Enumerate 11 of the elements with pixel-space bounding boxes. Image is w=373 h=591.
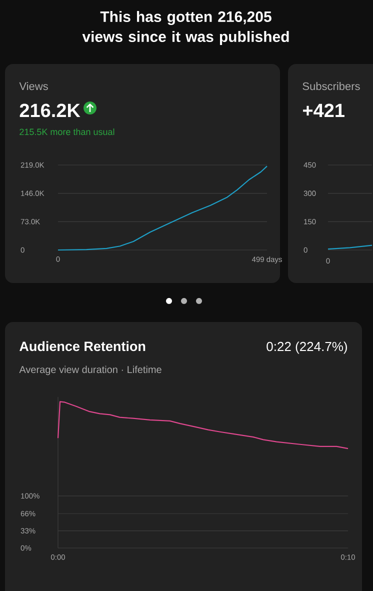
line-series [57,166,268,251]
chart-title: Audience Retention [20,341,146,352]
chart-subtitle: Average view duration · Lifetime [19,366,162,376]
line-series [57,401,349,450]
chart-subtitle: +421 [303,104,344,117]
chart-title: Views [19,82,48,90]
chart-subtitle: 216.2K [20,104,80,118]
text: 215.5K more than usual [20,128,114,136]
text: 0:22 (224.7%) [266,342,347,354]
chart-title: Subscribers [302,82,360,90]
text: This has gotten 216,205 views since it was published [82,11,289,45]
